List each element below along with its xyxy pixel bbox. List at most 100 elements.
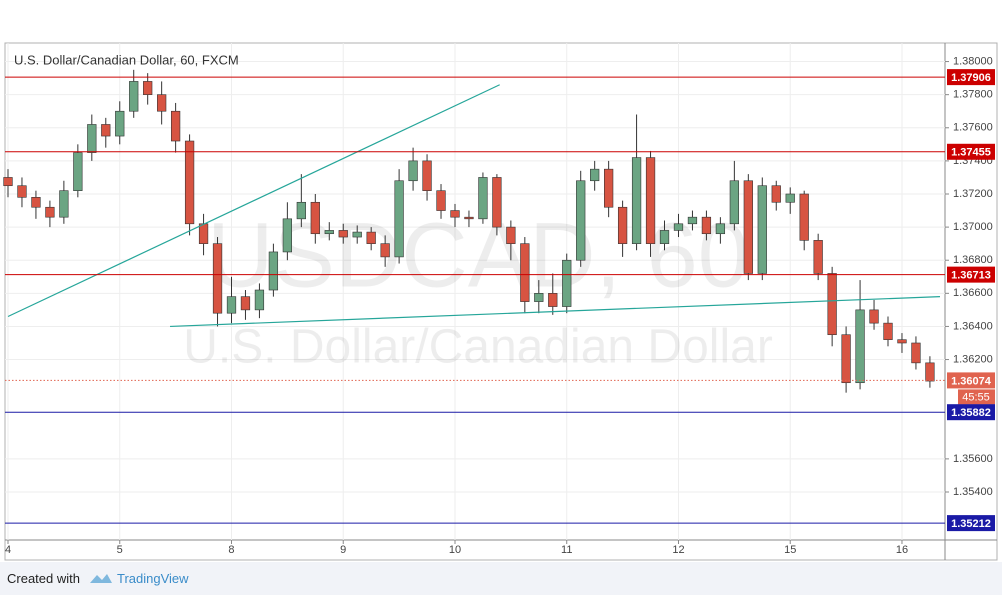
x-tick-label: 5 <box>117 544 123 556</box>
candle-body <box>282 218 292 253</box>
y-tick-label: 1.36200 <box>953 353 993 365</box>
candle-body <box>645 157 656 244</box>
candle-body <box>548 293 558 307</box>
candle-body <box>673 223 684 231</box>
candle-body <box>436 190 446 211</box>
candle-body <box>101 124 111 137</box>
candle-body <box>254 289 265 311</box>
y-tick-label: 1.35600 <box>953 453 993 465</box>
candle-body <box>17 185 27 198</box>
candle-body <box>562 259 572 307</box>
candle-body <box>687 216 698 225</box>
candle-body <box>715 223 726 235</box>
candle-body <box>380 243 390 258</box>
candle-body <box>506 226 516 244</box>
candle-body <box>897 339 907 344</box>
candle-body <box>184 140 195 225</box>
candle-body <box>226 296 237 314</box>
trendline <box>170 296 940 328</box>
candle-body <box>464 216 474 220</box>
candle-body <box>590 168 600 182</box>
candle-body <box>115 110 125 137</box>
chart: USDCAD, 60 U.S. Dollar/Canadian Dollar U… <box>3 42 998 561</box>
candle-body <box>827 273 837 336</box>
candle-body <box>212 243 223 314</box>
candle-body <box>757 185 767 274</box>
level-label-box <box>947 266 995 283</box>
candle-body <box>240 296 251 311</box>
level-label: 1.35882 <box>951 407 991 419</box>
y-tick-label: 1.37600 <box>953 122 993 134</box>
candle-body <box>59 190 69 218</box>
x-tick-label: 8 <box>228 544 234 556</box>
candle-body <box>855 309 865 384</box>
level-label: 1.35212 <box>951 518 991 530</box>
x-tick-label: 15 <box>784 544 796 556</box>
footer: Created with TradingView <box>0 562 1002 595</box>
candle-body <box>87 124 97 153</box>
level-label-box <box>947 515 995 532</box>
candle-body <box>31 197 41 208</box>
candle-body <box>352 231 362 238</box>
candle-body <box>422 160 432 191</box>
candle-body <box>478 177 488 220</box>
candle-body <box>869 309 879 324</box>
candle-body <box>45 206 55 218</box>
countdown-label: 45:55 <box>962 391 990 403</box>
candle-body <box>604 168 614 208</box>
candle-body <box>659 230 670 244</box>
y-tick-label: 1.36400 <box>953 320 993 332</box>
candle-body <box>366 231 376 244</box>
candle-body <box>3 177 13 187</box>
candle-body <box>198 223 209 244</box>
level-label: 1.37906 <box>951 72 991 84</box>
candle-body <box>394 180 404 258</box>
chart-title: U.S. Dollar/Canadian Dollar, 60, FXCM <box>14 52 239 67</box>
level-label-box <box>947 372 995 389</box>
candle-body <box>296 201 306 220</box>
level-label-box <box>947 69 995 86</box>
x-tick-label: 11 <box>561 544 572 556</box>
level-label: 1.37455 <box>951 147 991 159</box>
level-label: 1.36713 <box>951 270 991 282</box>
candle-body <box>408 160 418 182</box>
candle-body <box>841 334 851 384</box>
candle-body <box>799 193 809 241</box>
candle-body <box>631 157 642 244</box>
candle-body <box>785 193 795 203</box>
footer-text: Created with <box>7 571 80 586</box>
y-tick-label: 1.37200 <box>953 188 993 200</box>
plot <box>3 69 945 524</box>
y-tick-label: 1.36800 <box>953 254 993 266</box>
watermark-symbol: USDCAD, 60 <box>207 204 749 306</box>
x-tick-label: 4 <box>5 544 11 556</box>
candle-body <box>520 243 530 302</box>
candle-body <box>576 180 586 261</box>
candle-body <box>771 185 781 203</box>
x-tick-label: 10 <box>449 544 461 556</box>
candle-body <box>617 206 628 244</box>
candle-body <box>701 216 712 235</box>
y-tick-label: 1.37800 <box>953 89 993 101</box>
level-label-box <box>947 404 995 421</box>
x-tick-label: 16 <box>896 544 908 556</box>
candle-body <box>883 322 893 340</box>
x-tick-label: 12 <box>672 544 684 556</box>
candle-body <box>268 251 279 291</box>
candle-body <box>143 81 153 95</box>
candle-body <box>170 110 181 142</box>
countdown-box <box>958 389 995 405</box>
candle-body <box>324 230 334 235</box>
footer-brand[interactable]: TradingView <box>117 571 189 586</box>
level-label: 1.36074 <box>951 375 992 387</box>
candle-body <box>129 81 139 112</box>
candle-body <box>813 240 823 274</box>
candle-body <box>743 180 753 274</box>
brand-logo <box>90 574 112 583</box>
y-tick-label: 1.37000 <box>953 221 993 233</box>
candle-body <box>534 293 544 302</box>
candle-body <box>911 342 921 364</box>
level-label-box <box>947 143 995 160</box>
candle-body <box>925 362 935 382</box>
